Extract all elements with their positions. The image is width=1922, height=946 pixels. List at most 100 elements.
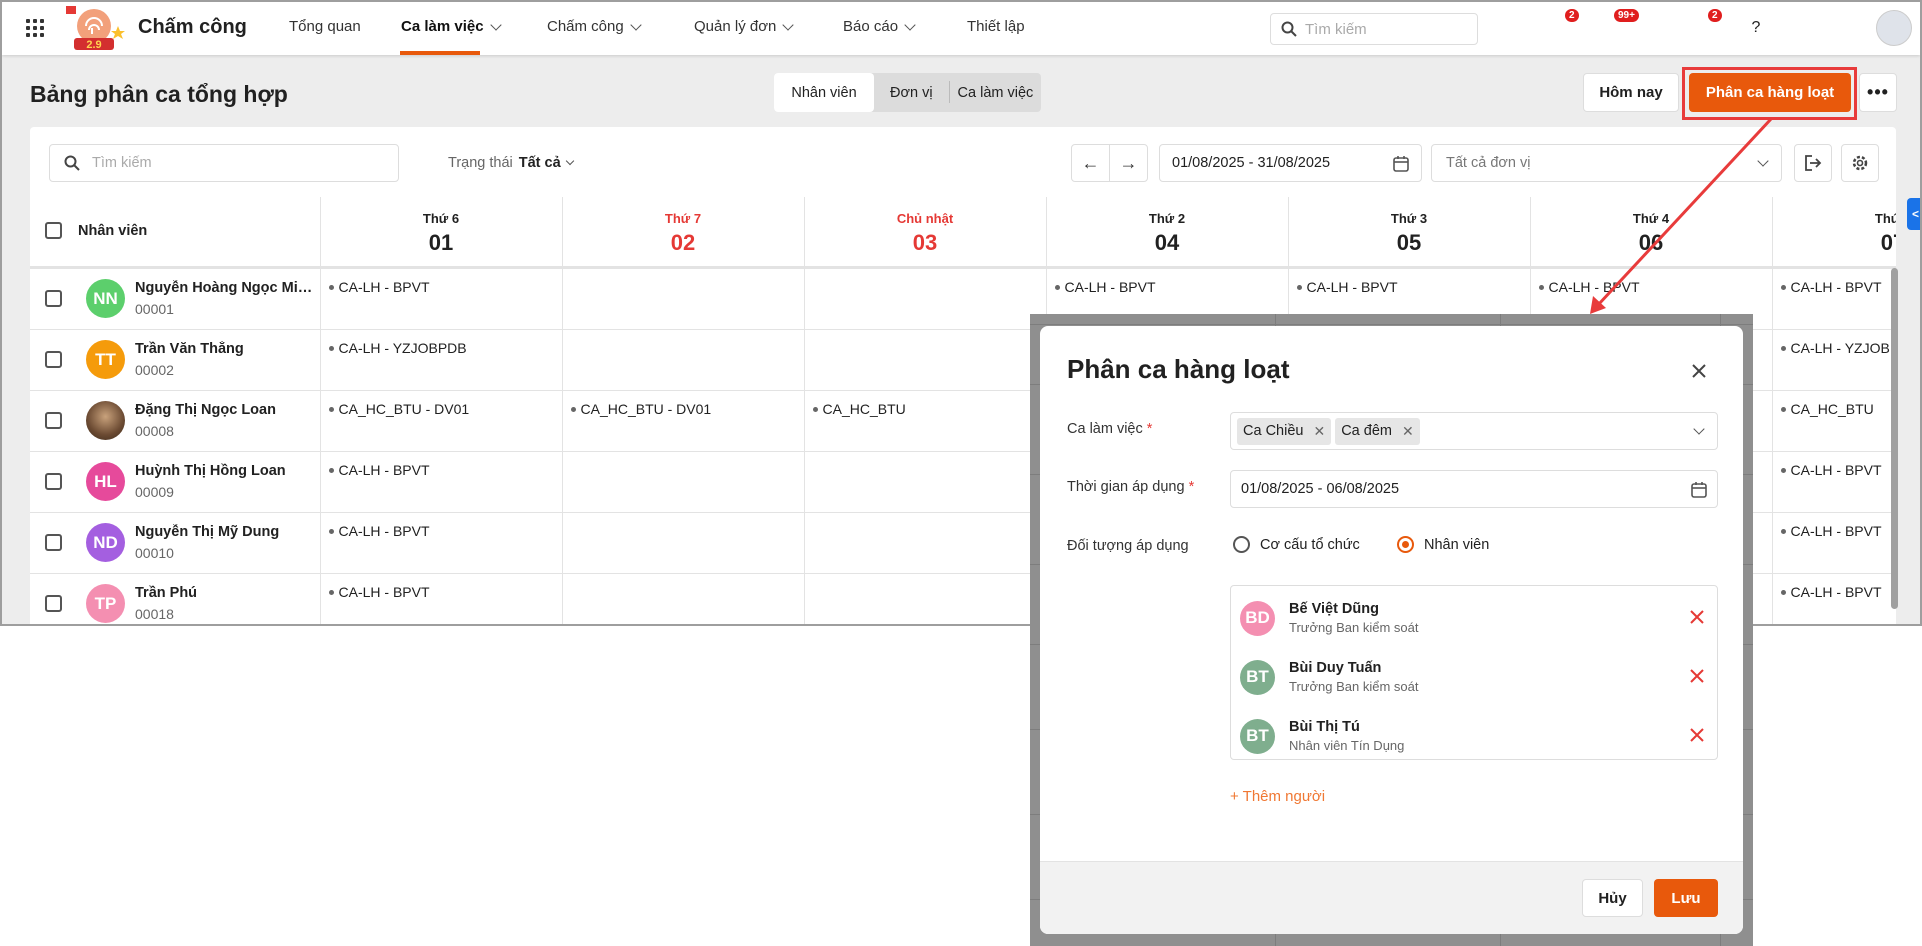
- notification-badge: 2: [1707, 8, 1723, 23]
- top-search-placeholder: Tìm kiếm: [1305, 20, 1367, 38]
- shift-cell[interactable]: [562, 512, 805, 574]
- side-panel-toggle[interactable]: <: [1907, 198, 1920, 230]
- view-tab-shift[interactable]: Ca làm việc: [957, 84, 1034, 101]
- avatar-initials: BT: [1246, 726, 1269, 745]
- save-button[interactable]: Lưu: [1654, 879, 1718, 917]
- today-button[interactable]: Hôm nay: [1583, 73, 1679, 112]
- view-tab-unit[interactable]: Đơn vị: [890, 84, 933, 101]
- remove-person-icon[interactable]: [1688, 726, 1706, 744]
- nav-item[interactable]: Quản lý đơn: [694, 18, 795, 35]
- shift-label: CA_HC_BTU - DV01: [563, 391, 804, 417]
- shift-cell[interactable]: [804, 573, 1047, 624]
- day-column-header: Thứ 6 01: [320, 197, 563, 269]
- person-avatar: BT: [1240, 659, 1275, 695]
- lightbulb-book-button[interactable]: [1838, 14, 1866, 42]
- remove-tag-icon[interactable]: ✕: [1313, 422, 1326, 439]
- shift-label: CA-LH - BPVT: [1531, 269, 1772, 295]
- shift-cell[interactable]: [804, 329, 1047, 391]
- shift-label: CA-LH - YZJOBPDB: [321, 330, 562, 356]
- shift-cell[interactable]: [804, 512, 1047, 574]
- shift-cell[interactable]: [562, 451, 805, 513]
- nav-item[interactable]: Thiết lập: [967, 18, 1025, 35]
- shift-cell[interactable]: [562, 573, 805, 624]
- chevron-down-icon: [489, 18, 502, 31]
- cart-button[interactable]: 2: [1550, 8, 1580, 42]
- row-checkbox[interactable]: [45, 412, 62, 429]
- person-avatar: BD: [1240, 600, 1275, 636]
- settings-button[interactable]: [1841, 144, 1879, 182]
- remove-person-icon[interactable]: [1688, 667, 1706, 685]
- view-tab-employee[interactable]: Nhân viên: [774, 73, 874, 112]
- export-button[interactable]: [1794, 144, 1832, 182]
- shift-cell[interactable]: CA-LH - BPVT: [1772, 512, 1896, 574]
- shift-cell[interactable]: CA-LH - BPVT: [320, 267, 563, 330]
- shift-cell[interactable]: CA-LH - YZJOBPDB: [320, 329, 563, 391]
- shift-cell[interactable]: [562, 267, 805, 330]
- help-button[interactable]: ?: [1742, 14, 1770, 42]
- employee-name: Đặng Thị Ngọc Loan: [135, 402, 276, 418]
- person-name: Bùi Thị Tú: [1289, 719, 1360, 735]
- status-filter[interactable]: Trạng thái Tất cả: [448, 155, 574, 171]
- shift-multiselect[interactable]: Ca Chiều ✕ Ca đêm ✕: [1230, 412, 1718, 450]
- help-icon: ?: [1752, 19, 1761, 37]
- close-icon[interactable]: [1688, 360, 1710, 382]
- shift-label: CA-LH - BPVT: [321, 269, 562, 295]
- app-grid-icon[interactable]: [26, 19, 44, 37]
- shift-cell[interactable]: CA_HC_BTU - DV01: [562, 390, 805, 452]
- add-person-link[interactable]: + Thêm người: [1230, 788, 1326, 805]
- select-all-checkbox[interactable]: [45, 222, 62, 239]
- row-checkbox[interactable]: [45, 595, 62, 612]
- shift-cell[interactable]: CA-LH - BPVT: [320, 573, 563, 624]
- employee-cell: Đặng Thị Ngọc Loan 00008: [30, 390, 321, 452]
- date-range-picker[interactable]: 01/08/2025 - 31/08/2025: [1159, 144, 1422, 182]
- shift-cell[interactable]: CA-LH - YZJOBPDB: [1772, 329, 1896, 391]
- remove-tag-icon[interactable]: ✕: [1401, 422, 1414, 439]
- nav-item[interactable]: Tổng quan: [289, 18, 361, 35]
- shift-cell[interactable]: [804, 267, 1047, 330]
- row-checkbox[interactable]: [45, 290, 62, 307]
- vertical-scrollbar[interactable]: [1891, 268, 1898, 609]
- row-checkbox[interactable]: [45, 534, 62, 551]
- nav-item[interactable]: Báo cáo: [843, 18, 916, 35]
- shift-cell[interactable]: [804, 451, 1047, 513]
- employee-cell: ND Nguyễn Thị Mỹ Dung 00010: [30, 512, 321, 574]
- shift-cell[interactable]: CA_HC_BTU: [1772, 390, 1896, 452]
- remove-person-icon[interactable]: [1688, 608, 1706, 626]
- nav-item[interactable]: Ca làm việc: [401, 18, 502, 35]
- nav-item[interactable]: Chấm công: [547, 18, 642, 35]
- shift-label: CA-LH - BPVT: [321, 513, 562, 539]
- shift-cell[interactable]: CA-LH - BPVT: [1772, 451, 1896, 513]
- shift-cell[interactable]: CA-LH - BPVT: [1772, 573, 1896, 624]
- shift-cell[interactable]: CA-LH - BPVT: [320, 451, 563, 513]
- unit-select[interactable]: Tất cả đơn vị: [1431, 144, 1782, 182]
- chevron-down-icon: [782, 18, 795, 31]
- more-circle-button[interactable]: [1791, 14, 1819, 42]
- shift-cell[interactable]: CA_HC_BTU - DV01: [320, 390, 563, 452]
- period-date-picker[interactable]: 01/08/2025 - 06/08/2025: [1230, 470, 1718, 508]
- megaphone-button[interactable]: 99+: [1599, 8, 1640, 42]
- prev-period-button[interactable]: ←: [1071, 144, 1110, 182]
- employee-search-input[interactable]: Tìm kiếm: [49, 144, 399, 182]
- employee-code: 00002: [135, 362, 174, 378]
- next-period-button[interactable]: →: [1109, 144, 1148, 182]
- radio-org-structure[interactable]: Cơ cấu tổ chức: [1233, 536, 1360, 553]
- top-search-input[interactable]: Tìm kiếm: [1270, 13, 1478, 45]
- shift-tag-label: Ca đêm: [1341, 423, 1392, 439]
- chat-button[interactable]: [1646, 14, 1674, 42]
- row-checkbox[interactable]: [45, 473, 62, 490]
- shift-label: CA_HC_BTU - DV01: [321, 391, 562, 417]
- shift-cell[interactable]: [562, 329, 805, 391]
- bell-button[interactable]: 2: [1693, 8, 1723, 42]
- shift-label: CA-LH - BPVT: [321, 452, 562, 478]
- cancel-button[interactable]: Hủy: [1582, 879, 1643, 917]
- row-checkbox[interactable]: [45, 351, 62, 368]
- shift-cell[interactable]: CA_HC_BTU: [804, 390, 1047, 452]
- bulk-assign-button[interactable]: Phân ca hàng loạt: [1689, 73, 1851, 112]
- logo-version: 2.9: [86, 39, 101, 51]
- shift-cell[interactable]: CA-LH - BPVT: [320, 512, 563, 574]
- user-avatar[interactable]: [1876, 10, 1912, 46]
- shift-cell[interactable]: CA-LH - BPVT: [1772, 267, 1896, 330]
- radio-employee[interactable]: Nhân viên: [1397, 536, 1489, 553]
- more-button[interactable]: •••: [1859, 73, 1897, 112]
- employee-cell: NN Nguyễn Hoàng Ngọc Minh 00001: [30, 267, 321, 330]
